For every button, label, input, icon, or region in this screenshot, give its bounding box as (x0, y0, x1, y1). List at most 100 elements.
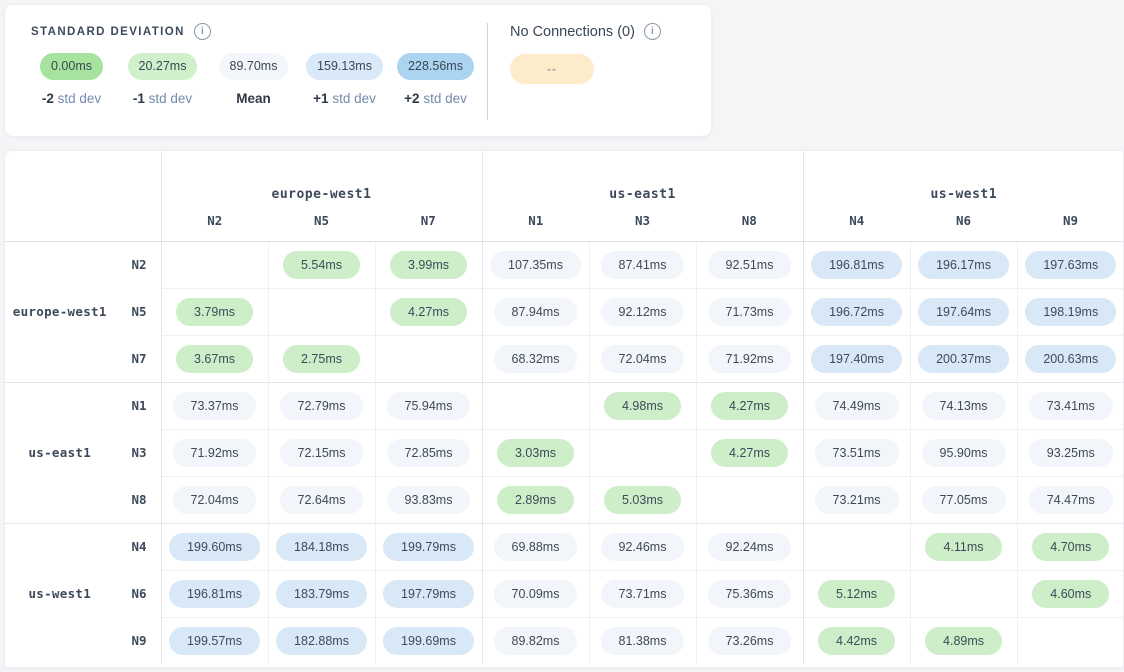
latency-pill[interactable]: 81.38ms (600, 626, 685, 655)
latency-pill[interactable]: 196.72ms (811, 297, 902, 326)
latency-pill[interactable]: 4.98ms (604, 391, 681, 420)
latency-cell[interactable]: 3.67ms (160, 334, 268, 382)
latency-pill[interactable]: 93.83ms (386, 485, 471, 514)
latency-pill[interactable]: 92.12ms (600, 297, 685, 326)
latency-cell[interactable]: 75.94ms (374, 381, 482, 429)
latency-pill[interactable]: 68.32ms (493, 344, 578, 373)
latency-pill[interactable]: 89.82ms (493, 626, 578, 655)
latency-pill[interactable]: 3.03ms (497, 438, 574, 467)
latency-pill[interactable]: 74.47ms (1028, 485, 1113, 514)
latency-cell[interactable]: 3.03ms (481, 428, 589, 476)
latency-pill[interactable]: 73.71ms (600, 579, 685, 608)
latency-cell[interactable]: 93.83ms (374, 475, 482, 523)
latency-pill[interactable]: 93.25ms (1028, 438, 1113, 467)
latency-cell[interactable]: 71.73ms (695, 287, 804, 335)
latency-cell[interactable]: 183.79ms (267, 569, 375, 617)
latency-pill[interactable]: 200.63ms (1025, 344, 1117, 373)
latency-cell[interactable]: 5.12ms (802, 569, 911, 617)
latency-pill[interactable]: 75.94ms (386, 391, 471, 420)
latency-pill[interactable]: 71.92ms (172, 438, 257, 467)
latency-pill[interactable]: 196.17ms (918, 250, 1009, 279)
latency-cell[interactable]: 182.88ms (267, 616, 375, 664)
latency-pill[interactable]: 71.73ms (707, 297, 792, 326)
latency-cell[interactable]: 95.90ms (909, 428, 1018, 476)
latency-cell[interactable]: 4.27ms (374, 287, 482, 335)
latency-pill[interactable]: 4.42ms (818, 626, 896, 655)
latency-pill[interactable]: 182.88ms (276, 626, 367, 655)
latency-pill[interactable]: 70.09ms (493, 579, 578, 608)
latency-cell[interactable]: 199.57ms (160, 616, 268, 664)
latency-cell[interactable]: 72.04ms (588, 334, 696, 382)
latency-cell[interactable]: 68.32ms (481, 334, 589, 382)
latency-pill[interactable]: 87.41ms (600, 250, 685, 279)
latency-cell[interactable]: 74.47ms (1016, 475, 1123, 523)
latency-cell[interactable]: 87.41ms (588, 241, 696, 288)
latency-cell[interactable]: 199.60ms (160, 522, 268, 570)
latency-pill[interactable]: 92.51ms (707, 250, 792, 279)
latency-cell[interactable]: 81.38ms (588, 616, 696, 664)
latency-pill[interactable]: 2.75ms (283, 344, 360, 373)
latency-cell[interactable]: 74.13ms (909, 381, 1018, 429)
latency-pill[interactable]: 3.79ms (176, 297, 253, 326)
latency-cell[interactable]: 71.92ms (160, 428, 268, 476)
latency-cell[interactable]: 77.05ms (909, 475, 1018, 523)
latency-cell[interactable]: 89.82ms (481, 616, 589, 664)
latency-pill[interactable]: 4.89ms (925, 626, 1003, 655)
latency-pill[interactable]: 4.27ms (711, 391, 789, 420)
latency-pill[interactable]: 5.03ms (604, 485, 681, 514)
latency-pill[interactable]: 196.81ms (169, 579, 260, 608)
latency-cell[interactable]: 5.54ms (267, 241, 375, 288)
latency-pill[interactable]: 4.27ms (711, 438, 789, 467)
latency-pill[interactable]: 196.81ms (811, 250, 902, 279)
latency-pill[interactable]: 4.11ms (925, 532, 1002, 561)
latency-pill[interactable]: 87.94ms (493, 297, 578, 326)
latency-pill[interactable]: 92.24ms (707, 532, 792, 561)
latency-pill[interactable]: 72.64ms (279, 485, 364, 514)
info-icon[interactable]: i (193, 23, 211, 40)
latency-pill[interactable]: 199.57ms (169, 626, 260, 655)
latency-cell[interactable]: 199.69ms (374, 616, 482, 664)
latency-cell[interactable]: 87.94ms (481, 287, 589, 335)
latency-cell[interactable]: 4.27ms (695, 428, 804, 476)
latency-pill[interactable]: 107.35ms (490, 250, 581, 279)
latency-pill[interactable]: 72.04ms (600, 344, 685, 373)
latency-pill[interactable]: 199.60ms (169, 532, 260, 561)
latency-cell[interactable]: 197.63ms (1016, 241, 1123, 288)
latency-cell[interactable]: 197.40ms (802, 334, 911, 382)
latency-cell[interactable]: 70.09ms (481, 569, 589, 617)
latency-cell[interactable]: 196.81ms (160, 569, 268, 617)
latency-cell[interactable]: 2.89ms (481, 475, 589, 523)
latency-pill[interactable]: 197.63ms (1025, 250, 1117, 279)
latency-cell[interactable]: 200.37ms (909, 334, 1018, 382)
latency-pill[interactable]: 198.19ms (1025, 297, 1117, 326)
latency-cell[interactable]: 92.51ms (695, 241, 804, 288)
latency-pill[interactable]: 3.99ms (390, 250, 467, 279)
latency-pill[interactable]: 73.21ms (814, 485, 899, 514)
latency-cell[interactable]: 4.60ms (1016, 569, 1123, 617)
latency-pill[interactable]: 74.49ms (814, 391, 899, 420)
latency-cell[interactable]: 4.11ms (909, 522, 1018, 570)
latency-cell[interactable]: 200.63ms (1016, 334, 1123, 382)
latency-cell[interactable]: 73.21ms (802, 475, 911, 523)
latency-pill[interactable]: 197.64ms (918, 297, 1009, 326)
latency-pill[interactable]: 73.37ms (172, 391, 257, 420)
latency-pill[interactable]: 197.79ms (383, 579, 474, 608)
latency-cell[interactable]: 4.89ms (909, 616, 1018, 664)
latency-pill[interactable]: 199.69ms (383, 626, 474, 655)
latency-cell[interactable]: 196.81ms (802, 241, 911, 288)
latency-cell[interactable]: 197.64ms (909, 287, 1018, 335)
latency-cell[interactable]: 3.99ms (374, 241, 482, 288)
latency-cell[interactable]: 69.88ms (481, 522, 589, 570)
latency-cell[interactable]: 107.35ms (481, 241, 589, 288)
latency-cell[interactable]: 4.27ms (695, 381, 804, 429)
latency-cell[interactable]: 71.92ms (695, 334, 804, 382)
latency-cell[interactable]: 73.71ms (588, 569, 696, 617)
latency-cell[interactable]: 93.25ms (1016, 428, 1123, 476)
latency-cell[interactable]: 92.12ms (588, 287, 696, 335)
latency-pill[interactable]: 73.51ms (814, 438, 899, 467)
info-icon[interactable]: i (643, 23, 661, 40)
latency-pill[interactable]: 72.15ms (279, 438, 364, 467)
latency-pill[interactable]: 72.04ms (172, 485, 257, 514)
latency-cell[interactable]: 72.64ms (267, 475, 375, 523)
latency-cell[interactable]: 197.79ms (374, 569, 482, 617)
